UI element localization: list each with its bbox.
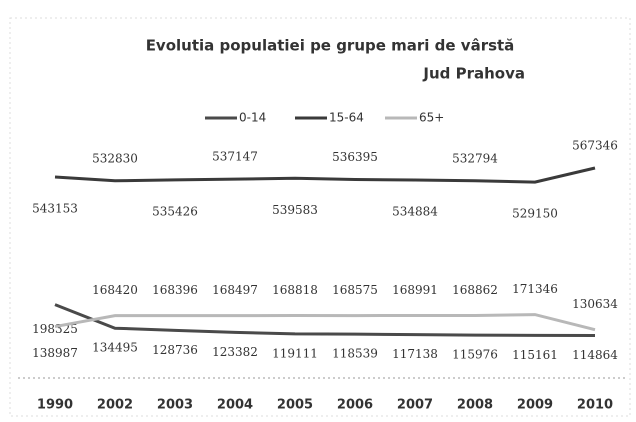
data-label: 532794: [452, 151, 498, 165]
data-label: 567346: [572, 139, 618, 153]
data-label: 115161: [512, 348, 558, 362]
series-line: [54, 303, 596, 337]
data-label: 168575: [332, 283, 378, 297]
data-label: 134495: [92, 341, 138, 355]
legend-label: 65+: [419, 111, 444, 125]
data-label: 536395: [332, 150, 378, 164]
x-tick-label: 1990: [37, 398, 73, 413]
data-label: 117138: [392, 347, 438, 361]
series-line: [54, 313, 596, 332]
data-label: 168862: [452, 283, 498, 297]
data-label: 539583: [272, 203, 318, 217]
data-label: 130634: [572, 297, 618, 311]
chart-subtitle: Jud Prahova: [422, 65, 525, 83]
data-label: 543153: [32, 201, 78, 215]
data-label: 128736: [152, 343, 198, 357]
x-tick-label: 2007: [397, 398, 433, 413]
x-tick-label: 2002: [97, 398, 133, 413]
data-label: 168818: [272, 283, 318, 297]
x-tick-label: 2006: [337, 398, 373, 413]
x-tick-label: 2005: [277, 398, 313, 413]
x-tick-label: 2004: [217, 398, 253, 413]
data-label: 535426: [152, 204, 198, 218]
chart-title: Evolutia populatiei pe grupe mari de vâr…: [146, 37, 515, 55]
data-label: 171346: [512, 282, 558, 296]
x-tick-label: 2010: [577, 398, 613, 413]
data-label: 168420: [92, 283, 138, 297]
data-label: 529150: [512, 207, 558, 221]
data-label: 534884: [392, 205, 438, 219]
legend-label: 0-14: [239, 111, 266, 125]
data-label: 123382: [212, 345, 258, 359]
data-label: 168396: [152, 283, 198, 297]
data-label: 119111: [272, 346, 318, 360]
data-label: 168991: [392, 283, 438, 297]
data-label: 138987: [32, 346, 78, 360]
data-label: 114864: [572, 348, 618, 362]
series-line: [54, 166, 596, 184]
x-tick-label: 2003: [157, 398, 193, 413]
data-label: 537147: [212, 150, 258, 164]
data-label: 532830: [92, 151, 138, 165]
legend-label: 15-64: [329, 111, 364, 125]
x-tick-label: 2009: [517, 398, 553, 413]
x-tick-label: 2008: [457, 398, 493, 413]
data-label: 168497: [212, 283, 258, 297]
frame: [9, 17, 631, 417]
data-label: 118539: [332, 347, 378, 361]
data-label: 115976: [452, 348, 498, 362]
